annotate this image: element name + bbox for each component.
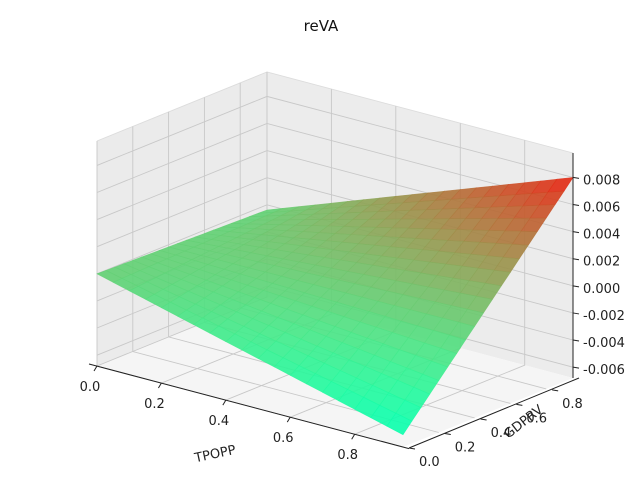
z-gridline [96,95,574,178]
y-tick-mark [552,389,559,392]
z-tick-label: 0.000 [583,282,620,297]
y-tick-label: 0.8 [562,397,583,412]
z-tick-label: 0.002 [583,255,620,270]
z-tick-mark [572,339,580,342]
surface-patch [386,412,413,436]
y-tick-label: 0.0 [419,455,440,470]
x-tick-label: 0.4 [208,414,229,429]
y-tick-label: 0.4 [491,426,512,441]
x-tick-mark [222,399,227,406]
y-axis-ticks: 0.0 0.2 0.4 0.6 0.8 [408,389,583,470]
x-tick-label: 0.8 [337,448,358,463]
x-tick-mark [157,382,162,389]
y-axis-line [408,377,580,449]
x-axis-label: TPOPP [192,443,237,467]
z-tick-label: 0.006 [583,201,620,216]
y-tick-mark [408,447,416,450]
y-tick-mark [444,432,451,435]
z-tick-label: -0.006 [583,363,625,378]
z-tick-label: -0.002 [583,309,625,324]
y-tick-label: 0.2 [455,440,476,455]
y-tick-mark [480,418,487,421]
z-tick-mark [572,258,580,261]
z-axis-ticks: -0.006 -0.004 -0.002 0.000 0.002 0.004 0.006 0.… [572,173,625,378]
y-tick-label: 0.6 [526,411,547,426]
z-tick-mark [572,204,580,206]
z-tick-mark [572,366,580,369]
x-axis-ticks: 0.0 0.2 0.4 0.6 0.8 [80,365,358,463]
z-tick-mark [572,312,580,315]
z-tick-label: 0.008 [583,173,620,188]
z-tick-mark [572,285,580,288]
chart-title: reVA [304,17,339,35]
z-gridline [96,123,574,205]
x-tick-label: 0.6 [273,431,294,446]
y-gridline [132,126,439,433]
surface-plot [96,177,574,436]
z-tick-label: -0.004 [583,336,625,351]
z-tick-label: 0.004 [583,228,620,243]
z-tick-mark [572,176,580,179]
x-tick-mark [351,433,356,440]
z-tick-mark [572,231,580,234]
x-axis-line [88,363,410,450]
y-tick-mark [516,403,523,406]
x-tick-label: 0.0 [80,380,101,395]
x-tick-label: 0.2 [144,397,165,412]
x-tick-mark [286,416,291,423]
x-tick-mark [93,365,98,372]
